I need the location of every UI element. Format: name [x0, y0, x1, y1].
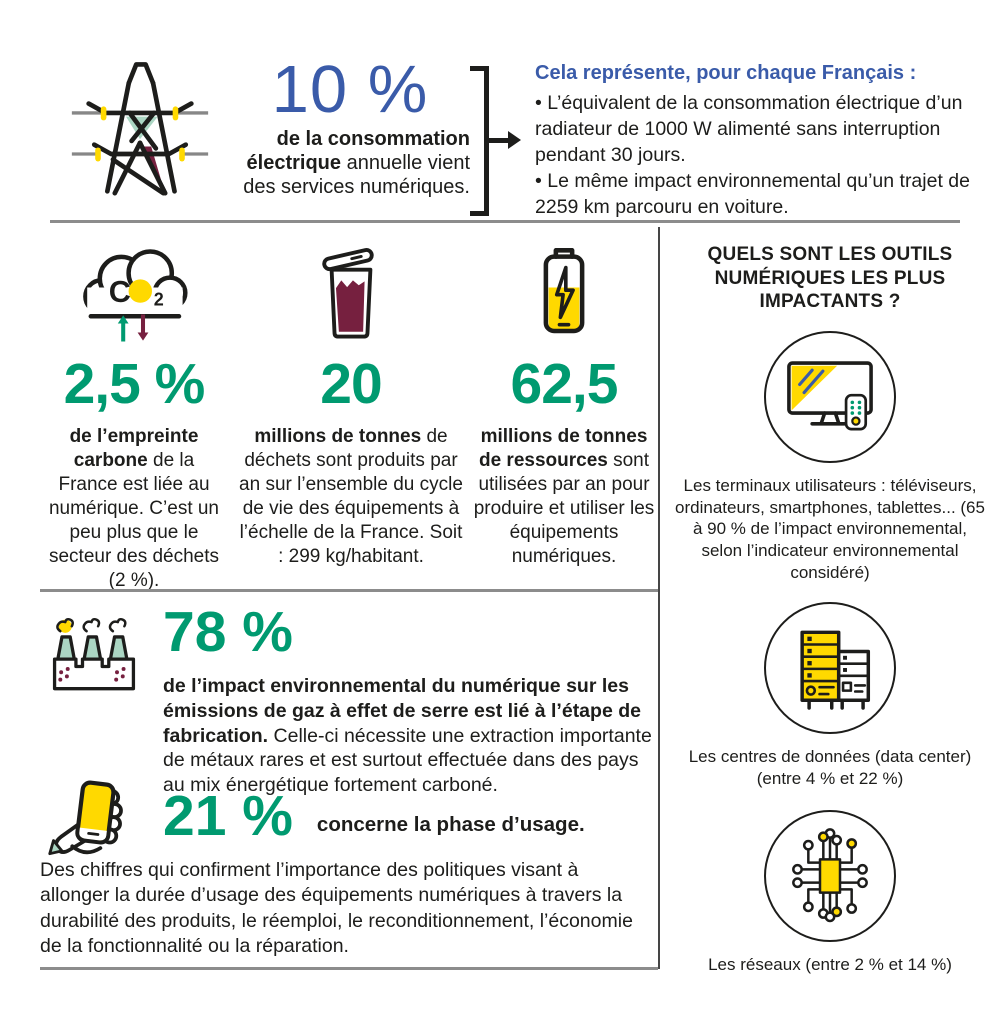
stat-resources: 62,5 millions de tonnes de ressources so… — [470, 240, 658, 593]
divider-horizontal-bottom — [40, 967, 658, 970]
usage-value: 21 % — [163, 784, 293, 848]
stat-text: de l’empreinte carbone de la France est … — [48, 426, 220, 591]
tool-caption-datacenter: Les centres de données (data center) (en… — [688, 747, 972, 789]
sidebar-impactful-tools: QUELS SONT LES OUTILS NUMÉRIQUES LES PLU… — [660, 243, 1000, 976]
electricity-share-block: 10 % de la consommation électrique annue… — [230, 56, 470, 199]
waste-bin-icon — [322, 248, 374, 339]
stat-waste: 20 millions de tonnes de déchets sont pr… — [232, 240, 470, 593]
sidebar-title: QUELS SONT LES OUTILS NUMÉRIQUES LES PLU… — [707, 244, 953, 313]
tool-circle-networks — [764, 810, 896, 943]
divider-horizontal-middle — [40, 589, 658, 592]
phone-in-hand-icon — [48, 780, 123, 856]
fabrication-text: de l’impact environnemental du numérique… — [163, 675, 652, 796]
co2-subscript: 2 — [154, 290, 164, 310]
stat-value: 62,5 — [510, 352, 619, 416]
conclusion-text: Des chiffres qui confirment l’importance… — [40, 859, 633, 958]
divider-horizontal-top — [50, 220, 960, 223]
electricity-share-value: 10 % — [271, 52, 429, 127]
battery-icon — [543, 248, 585, 334]
electricity-pylon-icon — [71, 62, 209, 196]
equivalent-item: • L’équivalent de la consommation électr… — [535, 92, 963, 166]
usage-block: 21 % concerne la phase d’usage. — [163, 788, 585, 845]
co2-cloud-icon: C 2 — [83, 249, 188, 342]
arrow-right-icon — [488, 131, 522, 149]
networks-icon — [792, 828, 868, 923]
equivalents-block: Cela représente, pour chaque Français : … — [535, 62, 985, 221]
usage-label: concerne la phase d’usage. — [316, 813, 585, 836]
divider-vertical — [658, 227, 660, 969]
bracket-shape — [470, 66, 489, 216]
equivalents-title: Cela représente, pour chaque Français : — [535, 62, 917, 84]
user-devices-icon — [787, 360, 873, 431]
stat-value: 20 — [320, 352, 382, 416]
electricity-share-caption: de la consommation électrique annuelle v… — [243, 128, 470, 198]
tool-caption-networks: Les réseaux (entre 2 % et 14 %) — [708, 955, 952, 975]
stats-row: C 2 2,5 % de l’empreinte carbone de la F… — [36, 240, 658, 593]
stat-text: millions de tonnes de ressources sont ut… — [473, 426, 655, 567]
equivalent-item: • Le même impact environnemental qu’un t… — [535, 169, 970, 218]
stat-value: 2,5 % — [63, 352, 206, 416]
tool-circle-terminals — [764, 330, 896, 463]
tool-circle-datacenter — [764, 602, 896, 735]
tool-caption-terminals: Les terminaux utilisateurs : téléviseurs… — [675, 475, 985, 583]
co2-label: C — [109, 275, 131, 309]
fabrication-value: 78 % — [163, 600, 293, 664]
stat-carbon-footprint: C 2 2,5 % de l’empreinte carbone de la F… — [36, 240, 232, 593]
data-center-icon — [800, 630, 871, 711]
stat-text: millions de tonnes de déchets sont produ… — [239, 426, 463, 567]
factory-icon — [52, 617, 136, 691]
